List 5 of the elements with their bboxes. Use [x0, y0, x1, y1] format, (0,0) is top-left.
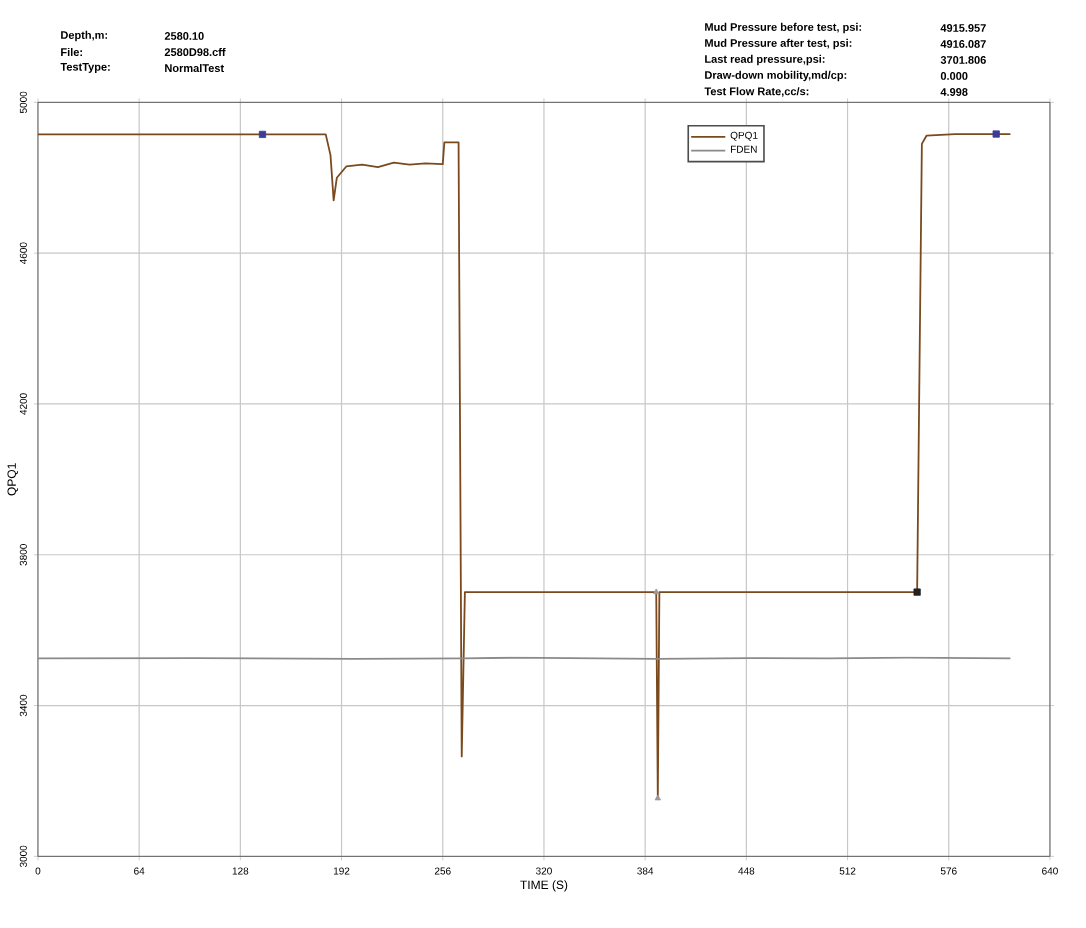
- point: [653, 588, 660, 595]
- point: [654, 794, 661, 801]
- point: [913, 588, 921, 596]
- point: [992, 130, 1000, 138]
- point: [258, 130, 267, 139]
